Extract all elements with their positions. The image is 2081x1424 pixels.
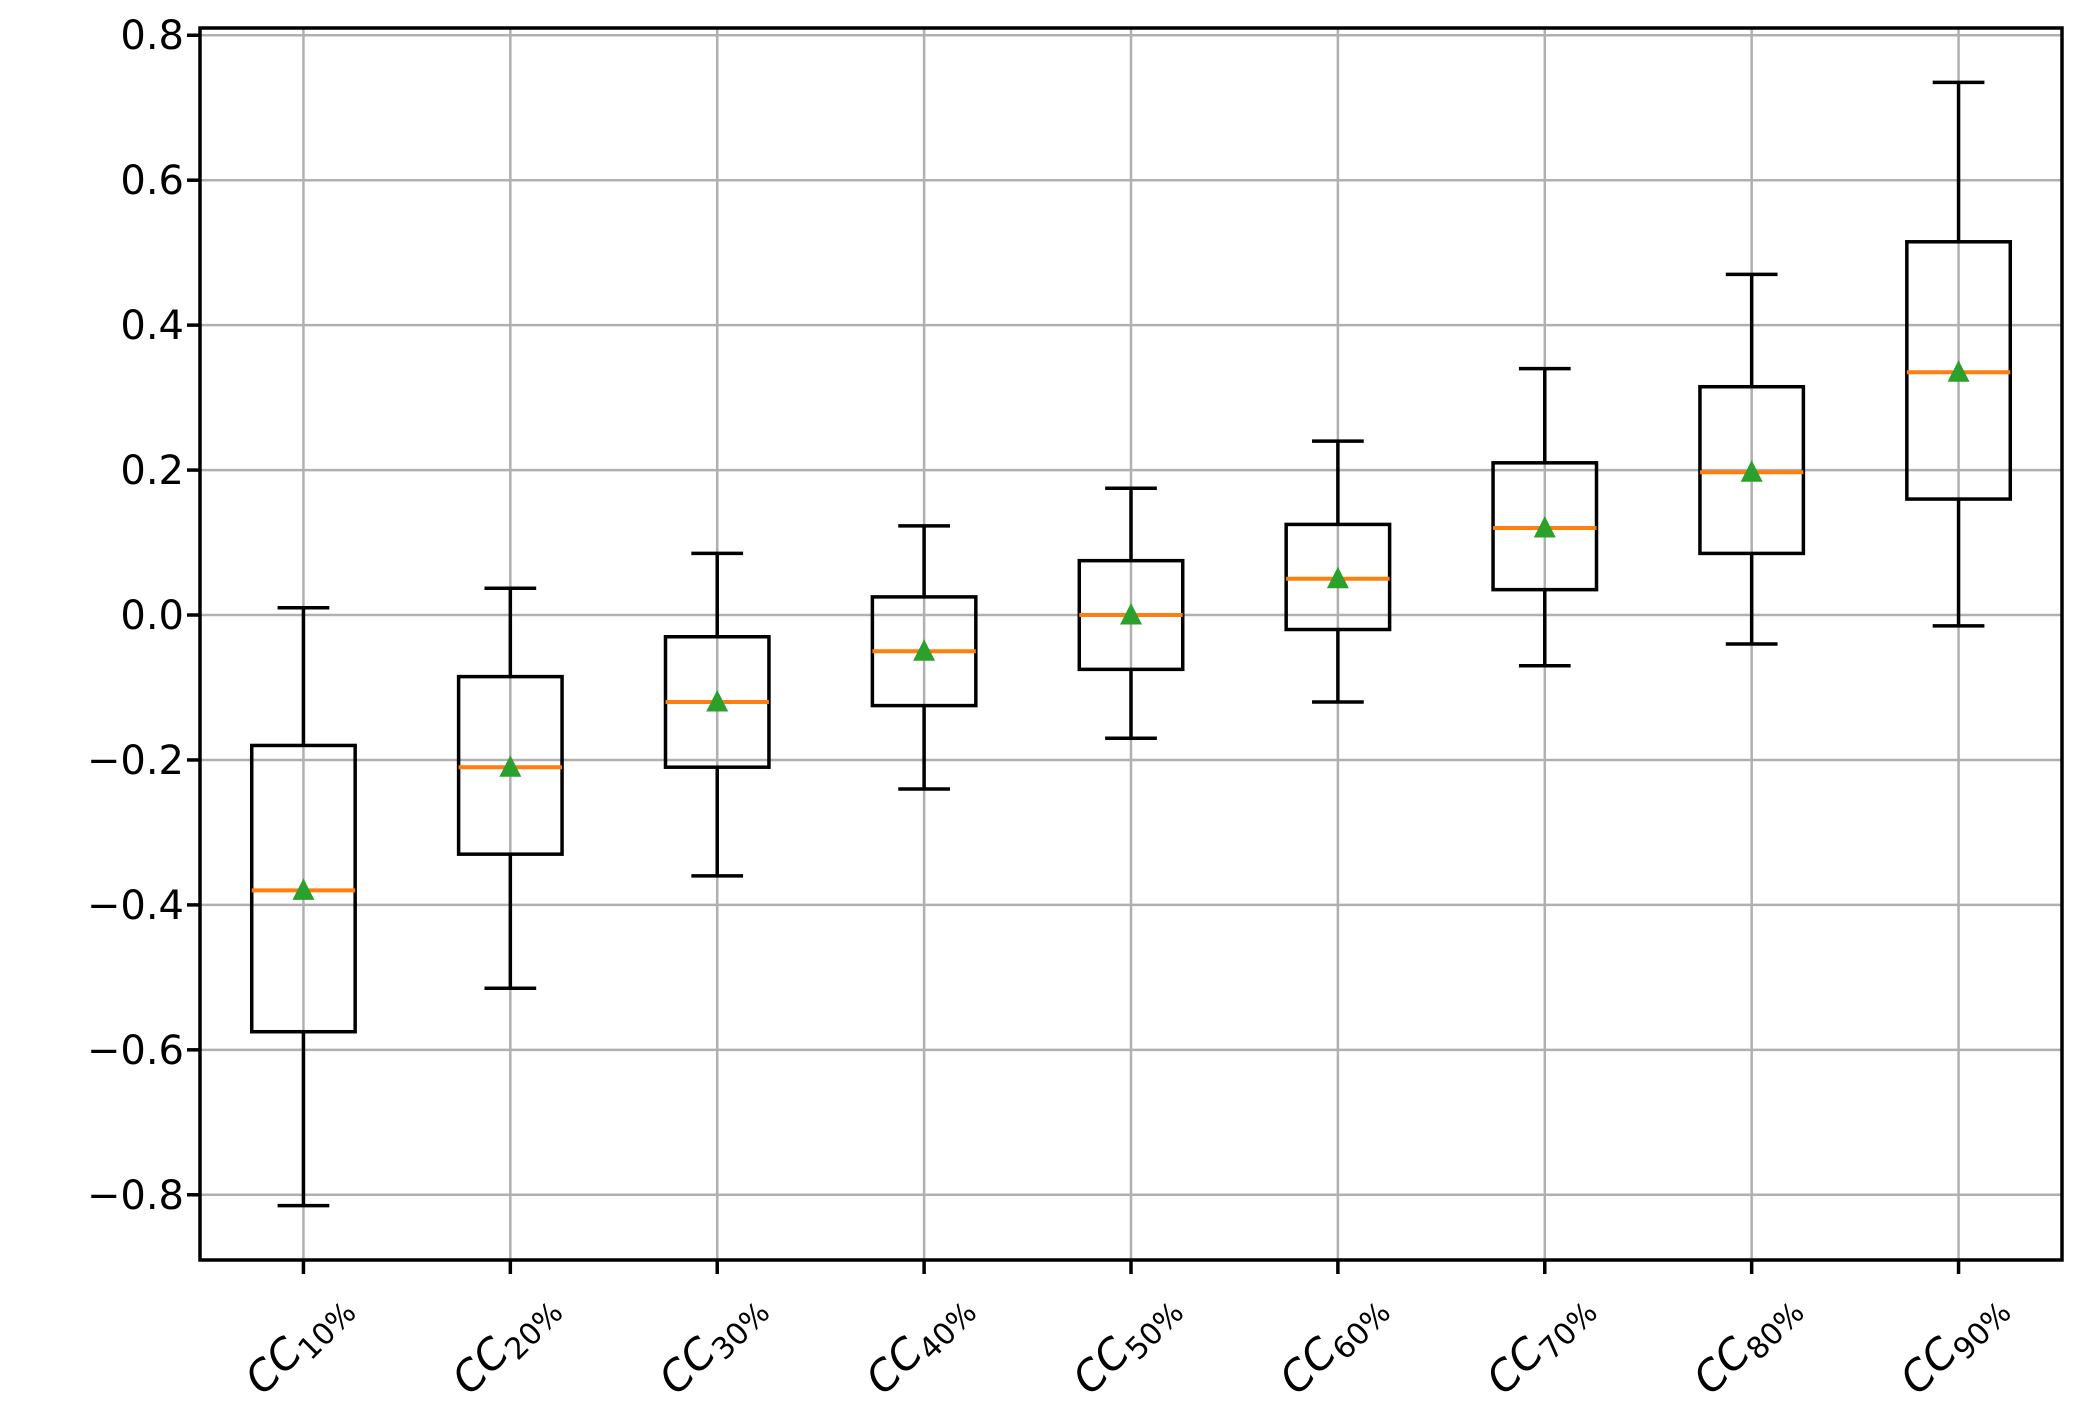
y-tick-label-0.8: 0.8 [120,13,184,59]
plot-frame [198,26,2064,1262]
y-tick-labels: 0.8 0.6 0.4 0.2 0.0 −0.2 −0.4 −0.6 −0.8 [87,13,184,1219]
boxplot-CC80% [1698,272,1806,646]
boxplot-CC50% [1077,486,1185,740]
boxplot-CC60% [1284,439,1392,704]
boxplot-CC90% [1905,80,2013,628]
mean-triangle-marker [706,689,729,712]
y-tick-label-0.4: 0.4 [120,303,184,349]
mean-triangle-marker [1947,360,1970,382]
iqr-box [1698,384,1806,556]
y-tick-label-−0.8: −0.8 [87,1173,184,1219]
boxplot-CC70% [1491,366,1599,668]
mean-triangle-marker [499,755,522,777]
boxplot-CC10% [249,606,357,1208]
mean-triangle-marker [913,639,936,661]
y-tick-label-0.0: 0.0 [120,593,184,639]
mean-triangle-marker [292,878,315,900]
mean-triangle-marker [1533,516,1556,538]
y-tick-label-−0.2: −0.2 [87,738,184,784]
y-tick-label-0.6: 0.6 [120,158,184,204]
axis-ticks [187,33,1961,1274]
boxplot-CC40% [870,524,978,791]
boxplot-CC30% [663,551,771,878]
mean-triangle-marker [1740,460,1763,482]
y-tick-label-−0.6: −0.6 [87,1028,184,1074]
y-tick-label-−0.4: −0.4 [87,883,184,929]
mean-triangle-marker [1120,603,1142,625]
mean-triangle-marker [1326,566,1349,589]
y-tick-label-0.2: 0.2 [120,448,184,494]
boxplot-CC20% [456,586,564,990]
